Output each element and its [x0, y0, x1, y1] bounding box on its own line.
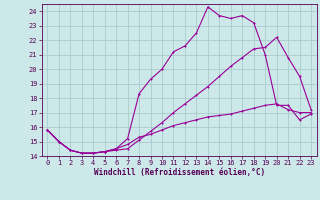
X-axis label: Windchill (Refroidissement éolien,°C): Windchill (Refroidissement éolien,°C)	[94, 168, 265, 177]
